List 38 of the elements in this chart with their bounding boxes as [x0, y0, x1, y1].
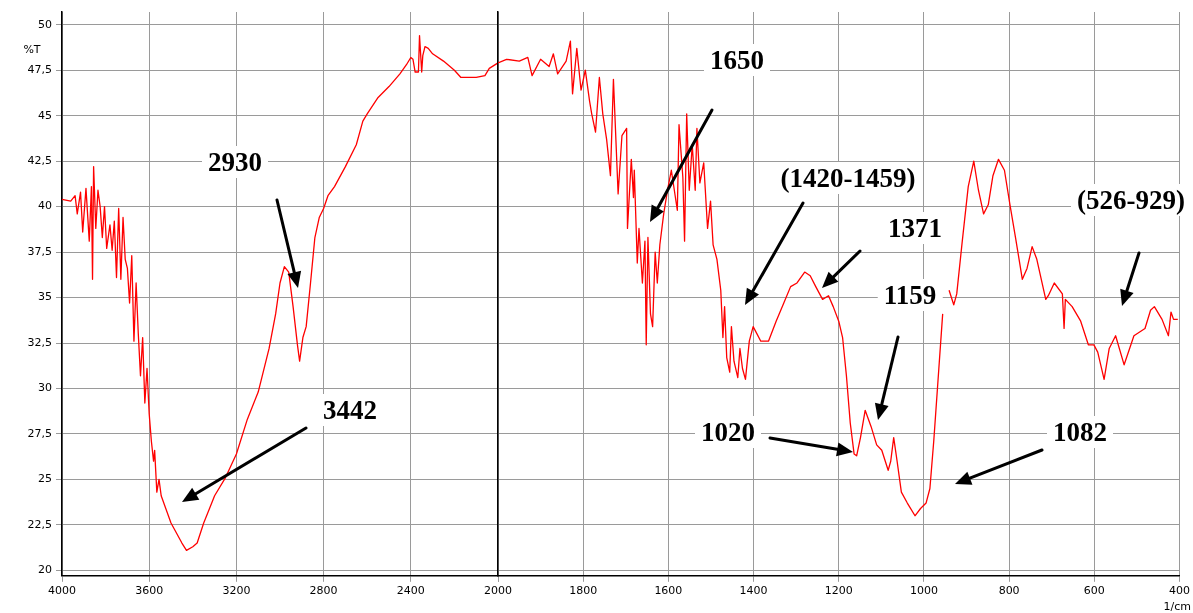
y-tick-label: 20	[38, 563, 52, 577]
x-tick-label: 2800	[309, 584, 338, 598]
x-tick-label: 3600	[135, 584, 164, 598]
y-tick-label: 42,5	[27, 153, 52, 167]
x-tick-label: 1200	[824, 584, 853, 598]
annotation: 1020	[695, 416, 761, 448]
x-tick-label: 600	[1083, 584, 1105, 598]
x-tick-label: 2400	[396, 584, 425, 598]
x-tick-label: 4000	[48, 584, 76, 598]
annotation: (526-929)	[1071, 184, 1191, 216]
y-tick-label: 27,5	[27, 426, 52, 440]
x-tick-label: 800	[998, 584, 1020, 598]
annotation: 1159	[877, 279, 943, 311]
y-tick-label: 37,5	[27, 244, 52, 258]
y-tick-label: 22,5	[27, 517, 52, 531]
y-tick-label: 47,5	[27, 63, 52, 77]
x-axis-title: 1/cm	[1163, 600, 1191, 613]
annotation: 1082	[1047, 416, 1113, 448]
y-tick-label: 25	[38, 472, 52, 486]
annotation: 1371	[882, 212, 948, 244]
x-tick-label: 1800	[569, 584, 598, 598]
annotation: 2930	[202, 146, 268, 178]
y-tick-label: 40	[38, 199, 52, 213]
y-axis-title: %T	[23, 42, 41, 56]
x-tick-label: 1400	[739, 584, 768, 598]
y-tick-label: 32,5	[27, 335, 52, 349]
annotation: 3442	[317, 394, 383, 426]
annotation: 1650	[704, 44, 770, 76]
x-tick-label: 1000	[909, 584, 938, 598]
x-tick-label: 1600	[654, 584, 683, 598]
x-tick-label: 400	[1169, 584, 1190, 598]
x-tick-label: 2000	[484, 584, 512, 598]
annotation: (1420-1459)	[774, 162, 922, 194]
y-tick-label: 50	[38, 17, 52, 31]
y-tick-label: 35	[38, 290, 52, 304]
y-tick-label: 30	[38, 381, 52, 395]
y-tick-label: 45	[38, 108, 52, 122]
x-tick-label: 3200	[222, 584, 251, 598]
